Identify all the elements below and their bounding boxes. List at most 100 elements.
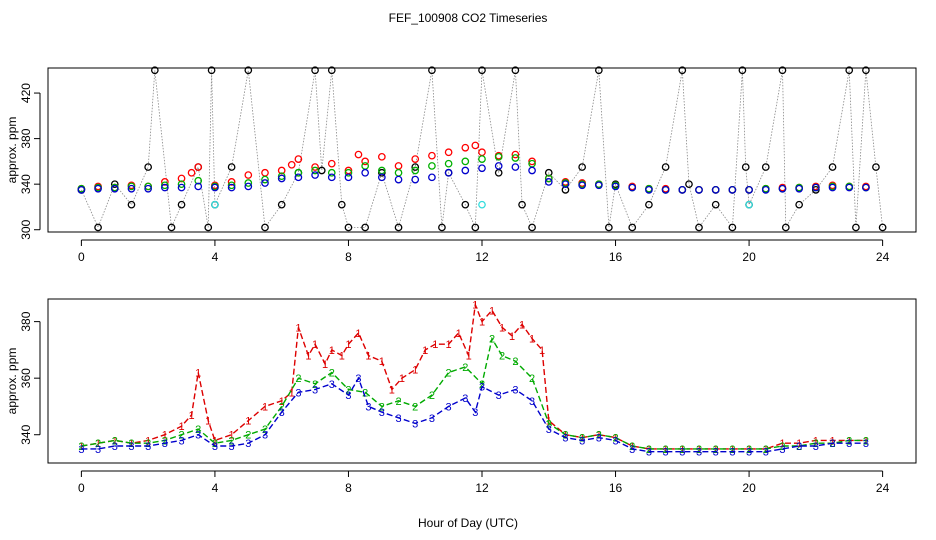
scatter-point-series-1 bbox=[428, 151, 436, 160]
series-point-label-3: 3 bbox=[379, 407, 385, 419]
scatter-point-series-0 bbox=[811, 186, 820, 194]
scatter-point-series-0 bbox=[828, 163, 837, 171]
series-point-label-2: 2 bbox=[78, 441, 84, 453]
series-point-label-1: 1 bbox=[289, 387, 295, 399]
series-point-label-1: 1 bbox=[646, 444, 652, 456]
scatter-point-series-0 bbox=[661, 163, 670, 171]
series-point-label-3: 3 bbox=[412, 418, 418, 430]
scatter-point-series-4 bbox=[478, 200, 486, 209]
series-point-label-2: 2 bbox=[195, 424, 201, 436]
series-point-label-3: 3 bbox=[128, 441, 134, 453]
series-point-label-2: 2 bbox=[763, 444, 769, 456]
series-point-label-3: 3 bbox=[295, 387, 301, 399]
series-point-label-3: 3 bbox=[579, 435, 585, 447]
series-line-2 bbox=[81, 336, 866, 450]
series-point-label-2: 2 bbox=[696, 444, 702, 456]
scatter-point-series-0 bbox=[377, 168, 386, 177]
scatter-point-series-0 bbox=[144, 163, 153, 171]
series-point-label-2: 2 bbox=[178, 430, 184, 442]
series-point-label-1: 1 bbox=[479, 317, 485, 329]
series-point-label-2: 2 bbox=[629, 441, 635, 453]
series-point-label-2: 2 bbox=[479, 379, 485, 391]
scatter-point-series-1 bbox=[194, 163, 203, 171]
scatter-point-series-0 bbox=[438, 223, 446, 232]
series-point-label-2: 2 bbox=[262, 424, 268, 436]
series-point-label-2: 2 bbox=[229, 435, 235, 447]
series-point-label-3: 3 bbox=[813, 441, 819, 453]
scatter-point-series-0 bbox=[478, 66, 486, 75]
scatter-point-series-0 bbox=[728, 223, 737, 232]
scatter-point-series-0 bbox=[207, 66, 216, 75]
scatter-point-series-2 bbox=[544, 174, 553, 183]
scatter-point-series-3 bbox=[110, 184, 119, 193]
series-point-label-3: 3 bbox=[462, 393, 468, 405]
series-point-label-2: 2 bbox=[562, 430, 568, 442]
series-point-label-3: 3 bbox=[229, 441, 235, 453]
scatter-point-series-0 bbox=[428, 66, 436, 75]
series-point-label-3: 3 bbox=[612, 435, 618, 447]
scatter-point-series-3 bbox=[377, 173, 386, 182]
scatter-point-series-1 bbox=[354, 150, 363, 159]
series-point-label-1: 1 bbox=[446, 339, 452, 351]
series-point-label-2: 2 bbox=[362, 387, 368, 399]
scatter-point-series-2 bbox=[428, 162, 436, 170]
series-point-label-2: 2 bbox=[646, 444, 652, 456]
scatter-point-series-0 bbox=[695, 223, 703, 232]
scatter-point-series-3 bbox=[661, 186, 670, 194]
x-tick-label: 8 bbox=[345, 481, 352, 495]
scatter-point-series-2 bbox=[244, 179, 253, 187]
series-point-label-1: 1 bbox=[432, 339, 438, 351]
series-point-label-1: 1 bbox=[422, 345, 428, 357]
scatter-point-series-3 bbox=[561, 180, 570, 189]
series-point-label-1: 1 bbox=[95, 438, 101, 450]
scatter-point-series-3 bbox=[761, 186, 770, 194]
series-point-label-2: 2 bbox=[829, 438, 835, 450]
series-point-label-2: 2 bbox=[446, 368, 452, 380]
series-point-label-3: 3 bbox=[262, 430, 268, 442]
x-tick-label: 16 bbox=[609, 250, 623, 264]
scatter-point-series-1 bbox=[528, 157, 536, 166]
scatter-point-series-0 bbox=[511, 66, 520, 75]
scatter-point-series-3 bbox=[695, 186, 703, 194]
series-point-label-2: 2 bbox=[713, 444, 719, 456]
series-point-label-1: 1 bbox=[456, 328, 462, 340]
scatter-point-series-3 bbox=[127, 184, 136, 193]
x-tick-label: 4 bbox=[212, 250, 219, 264]
scatter-point-series-0 bbox=[628, 223, 637, 232]
series-point-label-1: 1 bbox=[713, 444, 719, 456]
scatter-point-series-3 bbox=[361, 168, 370, 177]
scatter-point-series-0 bbox=[528, 223, 536, 232]
series-point-label-3: 3 bbox=[863, 438, 869, 450]
series-point-label-1: 1 bbox=[663, 444, 669, 456]
scatter-point-series-3 bbox=[511, 163, 520, 171]
series-point-label-1: 1 bbox=[612, 433, 618, 445]
series-point-label-2: 2 bbox=[546, 418, 552, 430]
scatter-point-series-3 bbox=[311, 171, 319, 179]
series-point-label-3: 3 bbox=[245, 438, 251, 450]
y-tick-label: 420 bbox=[19, 83, 33, 103]
scatter-point-series-0 bbox=[594, 66, 603, 75]
series-point-label-1: 1 bbox=[355, 328, 361, 340]
series-point-label-2: 2 bbox=[345, 384, 351, 396]
series-point-label-2: 2 bbox=[796, 441, 802, 453]
scatter-point-series-0 bbox=[177, 200, 186, 209]
scatter-point-series-0 bbox=[845, 66, 854, 75]
series-point-label-1: 1 bbox=[339, 351, 345, 363]
scatter-point-series-3 bbox=[77, 186, 86, 194]
scatter-point-series-3 bbox=[611, 182, 620, 191]
scatter-point-series-2 bbox=[194, 176, 203, 185]
scatter-point-series-3 bbox=[144, 184, 153, 193]
scatter-point-series-0 bbox=[167, 223, 176, 232]
scatter-point-series-2 bbox=[511, 154, 520, 162]
series-point-label-1: 1 bbox=[596, 430, 602, 442]
scatter-point-series-3 bbox=[261, 179, 269, 187]
series-point-label-3: 3 bbox=[345, 390, 351, 402]
scatter-point-series-1 bbox=[478, 148, 486, 157]
scatter-point-series-0 bbox=[862, 66, 870, 75]
series-point-label-1: 1 bbox=[329, 345, 335, 357]
scatter-point-series-0 bbox=[227, 163, 236, 171]
series-point-label-3: 3 bbox=[679, 447, 685, 459]
series-point-label-2: 2 bbox=[499, 351, 505, 363]
